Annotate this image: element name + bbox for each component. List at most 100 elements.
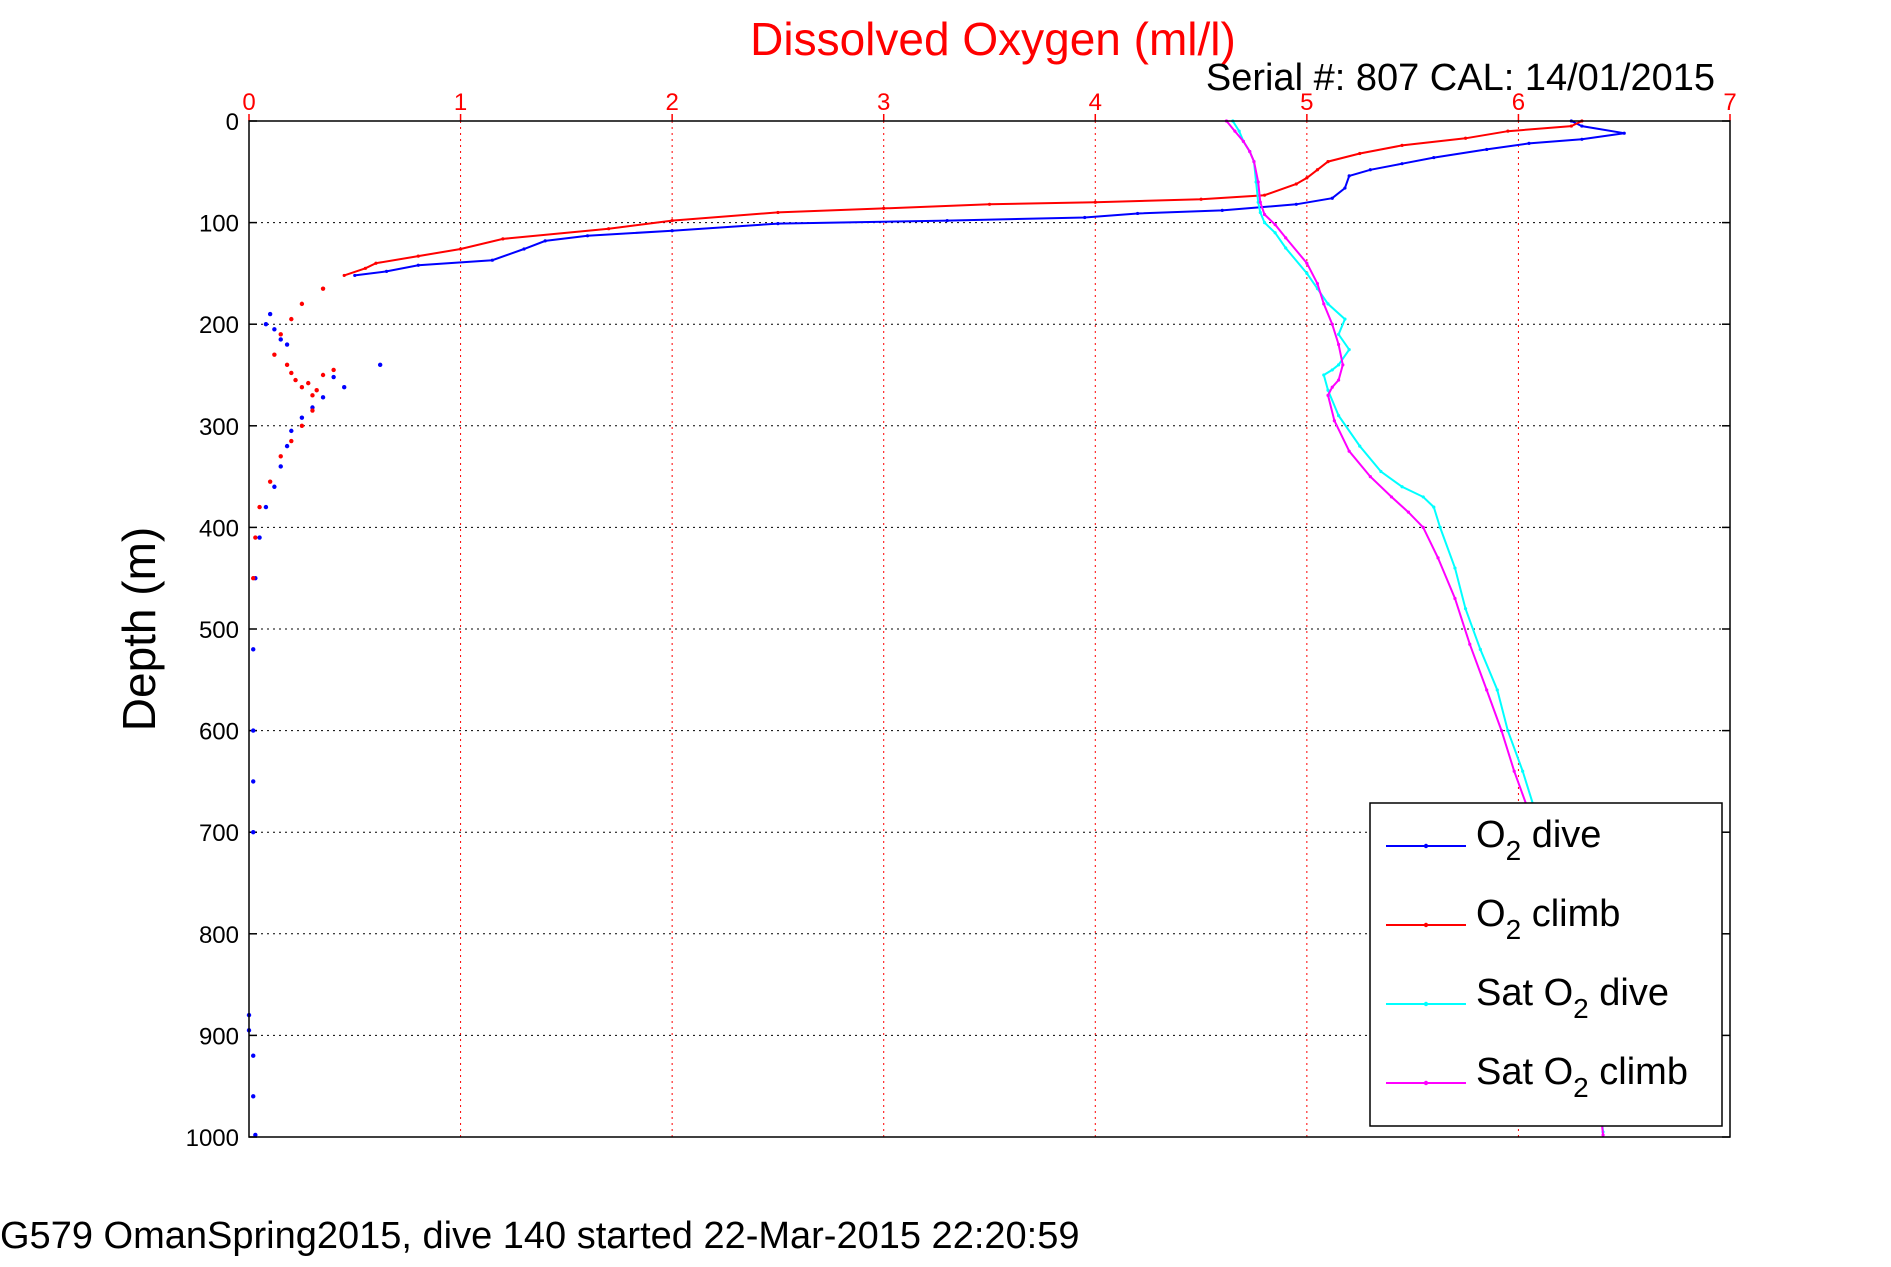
data-point-sat-o2-dive	[1326, 388, 1330, 392]
data-point-sat-o2-dive	[1326, 302, 1330, 306]
data-point-o2-dive	[776, 222, 780, 226]
legend-marker	[1423, 922, 1429, 928]
x-tick-label: 3	[877, 89, 890, 116]
data-point-o2-dive	[1622, 131, 1626, 135]
data-point-sat-o2-dive	[1336, 332, 1341, 336]
data-point-o2-dive-deep	[251, 830, 256, 835]
data-point-o2-climb-deep	[320, 286, 326, 291]
y-tick-label: 900	[199, 1023, 239, 1050]
data-point-o2-climb-deep	[278, 454, 283, 459]
y-tick-label: 100	[199, 211, 239, 238]
data-point-sat-o2-climb	[1256, 180, 1260, 184]
data-point-o2-climb	[458, 247, 463, 251]
data-point-o2-dive	[1136, 211, 1140, 216]
data-point-sat-o2-dive	[1463, 607, 1468, 611]
y-tick-label: 1000	[186, 1125, 239, 1152]
data-point-sat-o2-climb	[1336, 342, 1341, 347]
x-tick-label: 1	[454, 89, 467, 116]
data-point-sat-o2-dive	[1521, 769, 1525, 773]
data-point-o2-climb	[416, 254, 420, 258]
data-point-o2-climb-deep	[251, 576, 256, 581]
legend-entry: O2 climb	[1386, 893, 1620, 945]
footer-caption: G579 OmanSpring2015, dive 140 started 22…	[0, 1215, 1079, 1257]
data-point-o2-dive	[1580, 137, 1584, 141]
data-point-o2-climb-deep	[253, 535, 258, 540]
data-point-sat-o2-dive	[1262, 221, 1267, 225]
data-point-o2-climb	[987, 202, 992, 206]
legend-marker	[1423, 1080, 1429, 1086]
data-point-o2-climb-deep	[293, 377, 298, 383]
data-point-o2-dive-deep	[267, 311, 273, 317]
data-point-sat-o2-dive	[1421, 495, 1425, 499]
y-tick-label: 200	[199, 312, 239, 339]
data-point-o2-dive-deep	[377, 362, 383, 368]
data-point-o2-climb	[1358, 151, 1362, 156]
data-point-o2-dive-deep	[272, 484, 277, 489]
data-point-o2-climb-deep	[320, 372, 326, 378]
legend-entry: Sat O2 dive	[1386, 972, 1669, 1024]
data-point-o2-climb	[670, 218, 674, 223]
data-point-o2-dive	[353, 273, 357, 278]
data-point-o2-dive-deep	[342, 384, 347, 390]
data-point-o2-dive-deep	[272, 327, 277, 332]
data-point-o2-dive-deep	[251, 647, 256, 652]
data-point-sat-o2-climb	[1485, 688, 1489, 692]
data-point-o2-dive	[1400, 162, 1404, 166]
data-point-sat-o2-climb	[1326, 393, 1330, 397]
data-point-sat-o2-climb	[1347, 449, 1351, 453]
data-point-sat-o2-climb	[1601, 1133, 1605, 1137]
data-point-o2-climb	[1294, 182, 1298, 186]
data-point-sat-o2-climb	[1305, 261, 1309, 265]
data-point-sat-o2-climb	[1315, 281, 1320, 286]
data-point-o2-dive	[585, 234, 590, 238]
data-point-o2-dive	[1343, 186, 1347, 190]
x-tick-label: 7	[1723, 89, 1736, 116]
data-point-o2-dive-deep	[257, 535, 262, 540]
data-point-sat-o2-climb	[1330, 322, 1334, 326]
y-tick-label: 600	[199, 719, 239, 746]
data-point-o2-climb-deep	[331, 367, 336, 373]
data-point-sat-o2-climb	[1258, 200, 1262, 204]
data-point-sat-o2-climb	[1341, 363, 1345, 367]
data-point-sat-o2-climb	[1284, 236, 1288, 240]
data-point-sat-o2-dive	[1237, 129, 1241, 133]
data-point-o2-dive-deep	[320, 395, 326, 400]
data-point-sat-o2-dive	[1506, 729, 1510, 733]
data-point-o2-climb	[1400, 143, 1404, 147]
data-point-sat-o2-climb	[1252, 160, 1256, 164]
data-point-o2-dive-deep	[263, 504, 269, 510]
data-point-o2-climb-deep	[314, 388, 319, 393]
data-point-o2-climb	[1326, 160, 1330, 164]
data-point-sat-o2-climb	[1241, 139, 1245, 143]
plot-frame	[248, 120, 1731, 1138]
y-tick-label: 0	[226, 109, 239, 136]
data-point-sat-o2-dive	[1432, 505, 1436, 509]
data-point-sat-o2-dive	[1336, 363, 1341, 367]
x-tick-label: 5	[1300, 89, 1313, 116]
data-point-sat-o2-dive	[1305, 271, 1309, 275]
data-point-o2-climb-deep	[272, 352, 277, 357]
y-tick-label: 400	[199, 515, 239, 542]
x-tick-label: 6	[1512, 89, 1525, 116]
legend-entry: Sat O2 climb	[1386, 1051, 1688, 1103]
data-point-o2-climb	[1569, 124, 1573, 128]
data-point-sat-o2-dive	[1322, 373, 1326, 377]
data-point-o2-dive	[670, 229, 674, 233]
data-point-o2-climb-deep	[289, 438, 294, 444]
data-point-sat-o2-dive	[1495, 688, 1499, 692]
data-point-sat-o2-dive	[1273, 231, 1277, 235]
series-line-o2-dive	[354, 120, 1625, 277]
data-point-o2-dive-deep	[251, 779, 256, 784]
data-point-sat-o2-climb	[1262, 212, 1267, 217]
data-point-o2-climb-deep	[299, 384, 305, 390]
data-point-o2-dive-deep	[251, 1053, 256, 1058]
data-point-sat-o2-dive	[1379, 469, 1383, 474]
data-point-sat-o2-dive	[1400, 485, 1404, 489]
data-point-o2-dive	[1580, 124, 1584, 128]
data-point-sat-o2-climb	[1248, 149, 1252, 154]
data-point-o2-dive	[1330, 196, 1334, 200]
data-point-sat-o2-dive	[1453, 566, 1457, 570]
data-point-o2-dive	[543, 239, 547, 243]
data-point-o2-dive	[1347, 174, 1351, 178]
legend-marker	[1423, 843, 1429, 849]
